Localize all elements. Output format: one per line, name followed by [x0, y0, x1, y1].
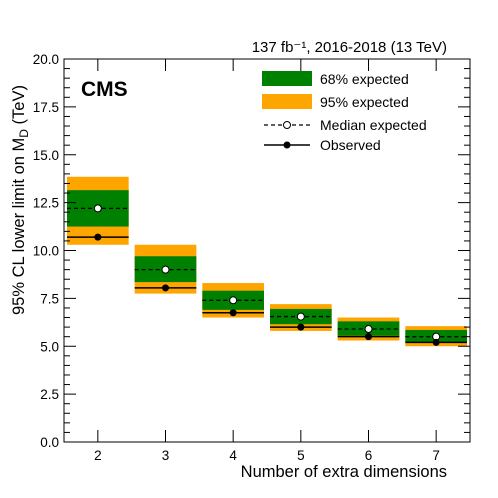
- y-tick-label: 20.0: [33, 52, 59, 67]
- observed-marker-n4: [229, 309, 237, 317]
- median-marker-n2: [93, 204, 102, 213]
- x-axis-label: Number of extra dimensions: [241, 463, 447, 481]
- limit-lines: [67, 204, 467, 346]
- legend-label-median: Median expected: [320, 117, 427, 133]
- x-tick-label: 2: [94, 448, 102, 463]
- y-tick-label: 15.0: [33, 148, 59, 163]
- x-tick-label: 4: [229, 448, 237, 463]
- x-tick-label: 7: [432, 448, 440, 463]
- observed-marker-n3: [162, 284, 169, 292]
- observed-marker-n2: [94, 233, 102, 241]
- y-tick-label: 2.5: [40, 387, 59, 402]
- legend-swatch-95: [262, 94, 312, 109]
- legend-label-observed: Observed: [320, 137, 381, 153]
- observed-marker-n7: [432, 338, 440, 346]
- observed-marker-n5: [297, 323, 305, 331]
- y-tick-label: 0.0: [40, 435, 59, 450]
- legend-observed-marker: [283, 141, 291, 149]
- y-tick-label: 5.0: [40, 339, 59, 354]
- legend-median-marker: [283, 121, 291, 129]
- y-tick-label: 7.5: [40, 291, 59, 306]
- expected-bands: [67, 176, 467, 347]
- median-marker-n4: [229, 296, 238, 305]
- y-axis-label-unit: (TeV): [10, 85, 28, 129]
- legend: 68% expected 95% expected Median expecte…: [262, 71, 427, 153]
- legend-label-68: 68% expected: [320, 71, 409, 87]
- median-marker-n5: [296, 312, 305, 321]
- lumi-label: 137 fb⁻¹, 2016-2018 (13 TeV): [252, 39, 447, 56]
- cms-label: CMS: [81, 78, 128, 101]
- x-tick-label: 5: [297, 448, 305, 463]
- y-tick-label: 10.0: [33, 244, 59, 259]
- median-marker-n6: [364, 325, 373, 334]
- y-tick-label: 12.5: [33, 196, 59, 211]
- x-tick-label: 3: [162, 448, 170, 463]
- y-axis-label: 95% CL lower limit on MD (TeV): [10, 85, 31, 315]
- y-tick-label: 17.5: [33, 100, 59, 115]
- legend-label-95: 95% expected: [320, 94, 409, 110]
- axis-ticks: 0.0 2.5 5.0 7.5 10.0 12.5 15.0 17.5 20.0 2 3 4 5 6 7: [33, 52, 470, 463]
- y-axis-label-main: 95% CL lower limit on M: [10, 138, 28, 315]
- x-tick-label: 6: [365, 448, 373, 463]
- median-marker-n3: [161, 265, 170, 274]
- legend-swatch-68: [262, 71, 312, 86]
- y-axis-label-subscript: D: [17, 129, 31, 138]
- observed-marker-n6: [365, 333, 372, 341]
